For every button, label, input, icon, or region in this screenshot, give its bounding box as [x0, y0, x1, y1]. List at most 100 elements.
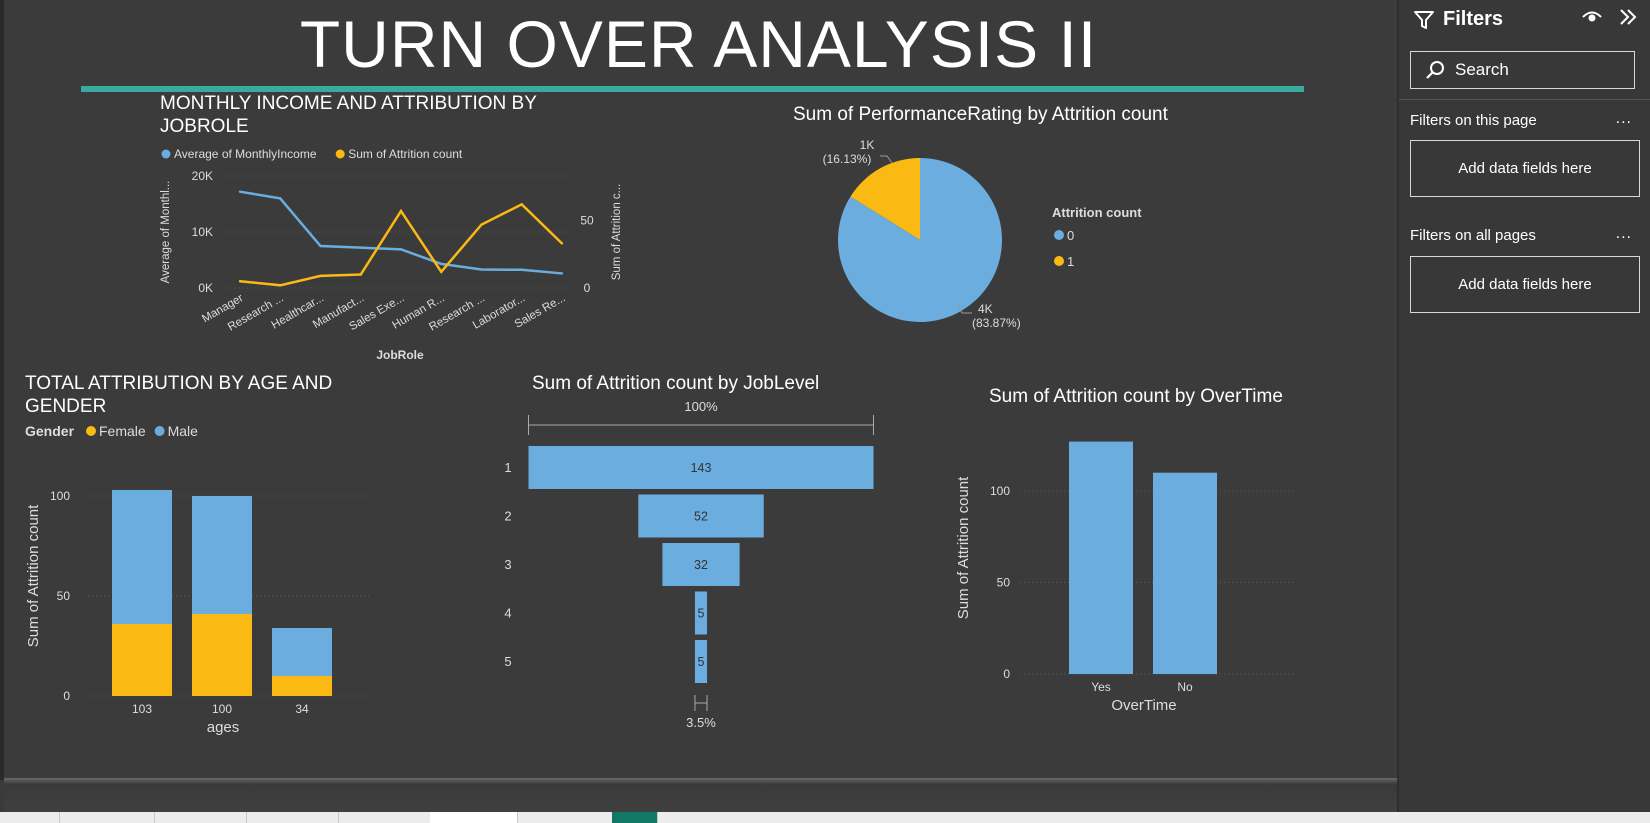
funnel-bar [694, 640, 708, 683]
data-point [399, 209, 403, 213]
data-point [480, 223, 483, 226]
bar-overtime [1069, 441, 1133, 674]
page-tab-active[interactable] [430, 812, 518, 823]
y2-axis-title: Sum of Attrition c... [611, 184, 623, 281]
legend-marker [161, 149, 171, 159]
data-point [480, 268, 483, 271]
page-tab-bar [0, 812, 1650, 823]
legend-marker [1054, 230, 1064, 240]
legend-label: 1 [1067, 254, 1074, 269]
data-point [440, 270, 443, 274]
y2-tick-label: 0 [584, 281, 591, 295]
x-axis-title: OverTime [1111, 697, 1176, 714]
funnel-chart-title: Sum of Attrition count by JobLevel [532, 373, 820, 394]
y-tick-label: 100 [50, 489, 70, 503]
y-tick-label: 100 [990, 484, 1010, 498]
add-fields-label: Add data fields here [1458, 276, 1592, 293]
funnel-value-label: 5 [698, 655, 705, 669]
bar-male [272, 628, 332, 676]
title-divider [81, 86, 1304, 92]
bar-female [272, 676, 332, 696]
filter-icon [1414, 10, 1434, 29]
legend-label: Female [99, 423, 146, 439]
filter-pane: Filters Search Filters on this page ... … [1397, 0, 1650, 812]
y-tick-label: 10K [192, 225, 213, 239]
data-point [238, 190, 242, 193]
x-tick-label: 100 [212, 702, 232, 716]
page-tab[interactable] [155, 812, 247, 823]
add-all-pages-filter-well[interactable]: Add data fields here [1410, 256, 1640, 313]
collapse-icon[interactable] [1618, 8, 1638, 26]
filter-search-input[interactable]: Search [1410, 51, 1635, 89]
x-axis-title: JobRole [376, 348, 424, 362]
pie-leader-line [957, 305, 972, 314]
joblevel-funnel-chart[interactable]: 100% 143 1 52 2 32 3 5 4 5 5 3.5% [504, 395, 930, 775]
more-options-icon[interactable]: ... [1615, 225, 1632, 242]
income-line [239, 190, 563, 275]
page-title: TURN OVER ANALYSIS II [299, 7, 1098, 81]
pie-chart[interactable]: 1K(16.13%) 4K(83.87%) Attrition count 0 1 [820, 130, 1200, 350]
x-tick-label: Yes [1091, 680, 1111, 694]
bar-male [112, 490, 172, 624]
data-point [399, 248, 403, 251]
legend-label: Male [168, 423, 199, 439]
legend-marker [1054, 256, 1064, 266]
y-tick-label: 0K [198, 281, 213, 295]
legend-marker [86, 426, 96, 436]
add-page-button[interactable] [612, 812, 658, 823]
filter-pane-actions [1582, 8, 1638, 26]
legend-title: Attrition count [1052, 205, 1142, 220]
funnel-category-label: 5 [504, 654, 511, 669]
bar-female [192, 614, 252, 696]
funnel-top-label: 100% [684, 399, 718, 414]
data-point [560, 272, 564, 275]
page-tab[interactable] [60, 812, 155, 823]
y-tick-label: 50 [997, 576, 1011, 590]
age-chart-title: TOTAL ATTRIBUTION BY AGE AND GENDER [25, 373, 333, 417]
x-tick-label: 34 [295, 702, 309, 716]
y-axis-title: Average of Monthl... [160, 181, 172, 284]
filter-pane-title: Filters [1443, 8, 1504, 30]
funnel-bar [638, 494, 764, 538]
funnel-bottom-label: 3.5% [686, 715, 716, 730]
data-point [440, 262, 443, 266]
data-point [520, 203, 523, 206]
bar-female [112, 624, 172, 696]
data-point [279, 197, 282, 200]
pie-slice-1 [850, 158, 920, 240]
search-placeholder: Search [1455, 60, 1509, 79]
funnel-category-label: 3 [504, 557, 511, 572]
income-chart-title: MONTHLY INCOME AND ATTRIBUTION BY JOBROL… [160, 93, 537, 137]
funnel-value-label: 143 [691, 461, 712, 475]
search-icon [1426, 61, 1444, 79]
eye-icon[interactable] [1582, 8, 1602, 26]
data-point [319, 244, 322, 248]
overtime-chart-title: Sum of Attrition count by OverTime [989, 386, 1283, 407]
funnel-category-label: 1 [504, 460, 511, 475]
funnel-value-label: 52 [694, 510, 708, 524]
funnel-category-label: 4 [504, 606, 511, 621]
add-page-filter-well[interactable]: Add data fields here [1410, 140, 1640, 197]
x-tick-label: No [1177, 680, 1193, 694]
legend-label: Average of MonthlyIncome [174, 147, 317, 161]
x-tick-label: 103 [132, 702, 152, 716]
page-nav-icon[interactable] [0, 812, 60, 823]
filter-header: Filters [1413, 8, 1503, 31]
more-options-icon[interactable]: ... [1615, 110, 1632, 127]
data-point [560, 242, 564, 245]
page-tab[interactable] [247, 812, 339, 823]
age-gender-chart[interactable]: Gender Female Male 0 50 100 103 100 34 ages Sum of… [20, 418, 400, 773]
funnel-bar [662, 543, 740, 586]
pie-label-pct: (83.87%) [972, 316, 1021, 330]
attrition-line [239, 202, 563, 287]
data-point [359, 273, 362, 276]
income-chart[interactable]: Average of MonthlyIncome Sum of Attrition… [155, 140, 635, 370]
y-tick-label: 50 [57, 589, 71, 603]
pie-label-value: 4K [978, 302, 993, 316]
legend-label: Sum of Attrition count [348, 147, 463, 161]
pie-chart-title: Sum of PerformanceRating by Attrition co… [793, 104, 1168, 125]
funnel-bar [528, 446, 874, 489]
funnel-bar [694, 591, 708, 635]
canvas-scroll-edge [4, 778, 1397, 812]
